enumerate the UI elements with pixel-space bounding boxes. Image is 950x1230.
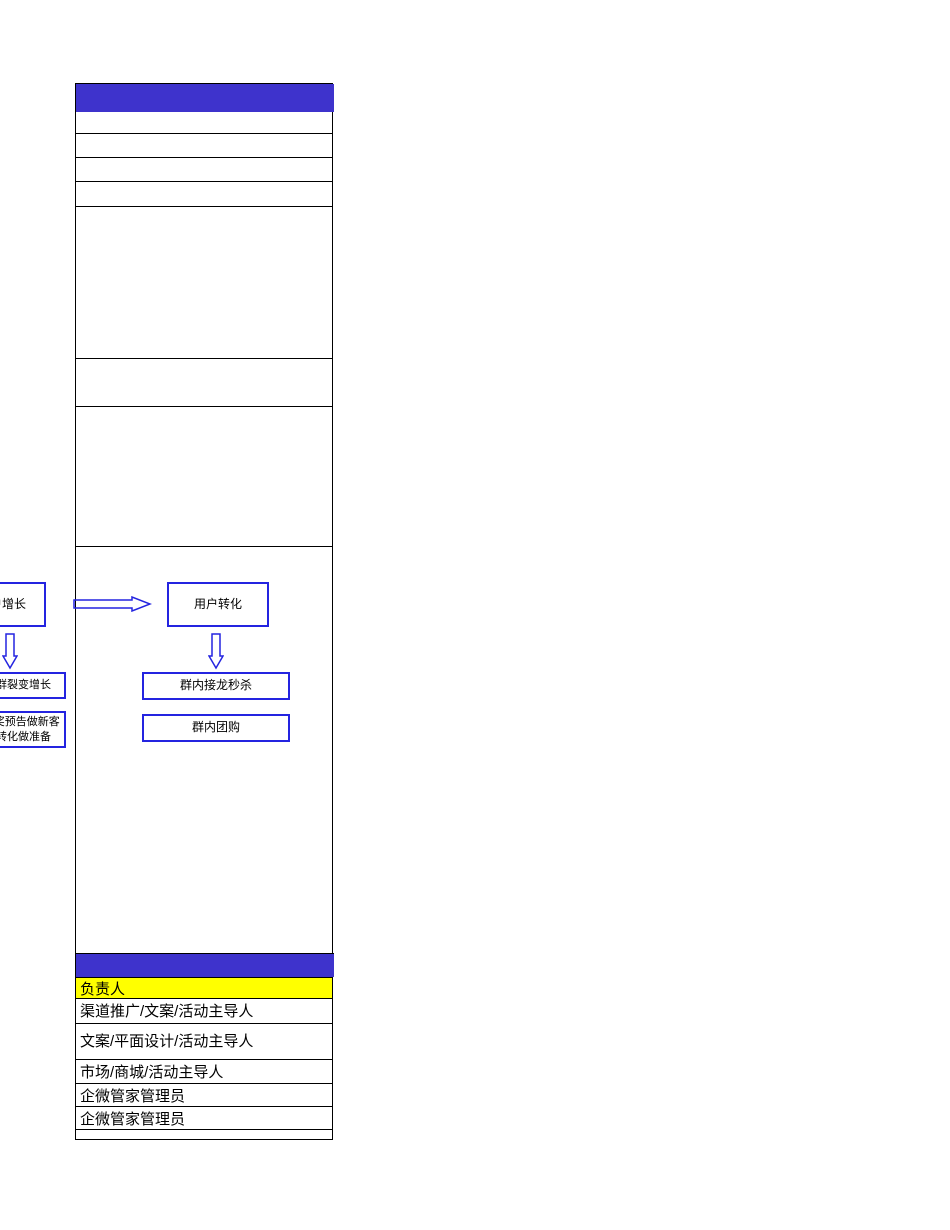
flow-box-label: 做群裂变增长 bbox=[0, 678, 51, 692]
table-cell: 市场/商城/活动主导人 bbox=[80, 1064, 223, 1081]
divider bbox=[76, 181, 332, 182]
table-header-label: 负责人 bbox=[80, 981, 125, 998]
flow-box-groupbuy: 群内团购 bbox=[142, 714, 290, 742]
divider bbox=[76, 133, 332, 134]
table-cell: 企微管家管理员 bbox=[80, 1088, 185, 1105]
table-row: 企微管家管理员 bbox=[76, 1084, 332, 1107]
arrow-down-icon bbox=[2, 632, 18, 670]
divider bbox=[76, 406, 332, 407]
mid-header-bar bbox=[76, 953, 334, 977]
table-header-row: 负责人 bbox=[76, 977, 332, 999]
divider bbox=[76, 358, 332, 359]
top-header-bar bbox=[76, 84, 334, 112]
table-cell: 企微管家管理员 bbox=[80, 1111, 185, 1128]
flow-box-label: 户增长 bbox=[0, 597, 26, 613]
flow-box-seckill: 群内接龙秒杀 bbox=[142, 672, 290, 700]
flow-box-label: 群内团购 bbox=[192, 720, 240, 736]
divider bbox=[76, 206, 332, 207]
divider bbox=[76, 157, 332, 158]
flow-box-label: +抽奖预告做新客 为转化做准备 bbox=[0, 715, 60, 744]
divider bbox=[76, 546, 332, 547]
flow-box-user-convert: 用户转化 bbox=[167, 582, 269, 627]
flow-box-label: 用户转化 bbox=[194, 597, 242, 613]
table-row: 企微管家管理员 bbox=[76, 1107, 332, 1130]
arrow-right-icon bbox=[72, 596, 152, 612]
table-row: 市场/商城/活动主导人 bbox=[76, 1060, 332, 1084]
flow-box-label: 群内接龙秒杀 bbox=[180, 678, 252, 694]
table-row: 渠道推广/文案/活动主导人 bbox=[76, 999, 332, 1024]
arrow-down-icon bbox=[208, 632, 224, 670]
flow-box-fission-prep: +抽奖预告做新客 为转化做准备 bbox=[0, 711, 66, 748]
table-cell: 文案/平面设计/活动主导人 bbox=[80, 1032, 253, 1052]
flow-box-fission-growth: 做群裂变增长 bbox=[0, 672, 66, 699]
table-row: 文案/平面设计/活动主导人 bbox=[76, 1024, 332, 1060]
flow-box-user-growth: 户增长 bbox=[0, 582, 46, 627]
table-cell: 渠道推广/文案/活动主导人 bbox=[80, 1003, 253, 1020]
